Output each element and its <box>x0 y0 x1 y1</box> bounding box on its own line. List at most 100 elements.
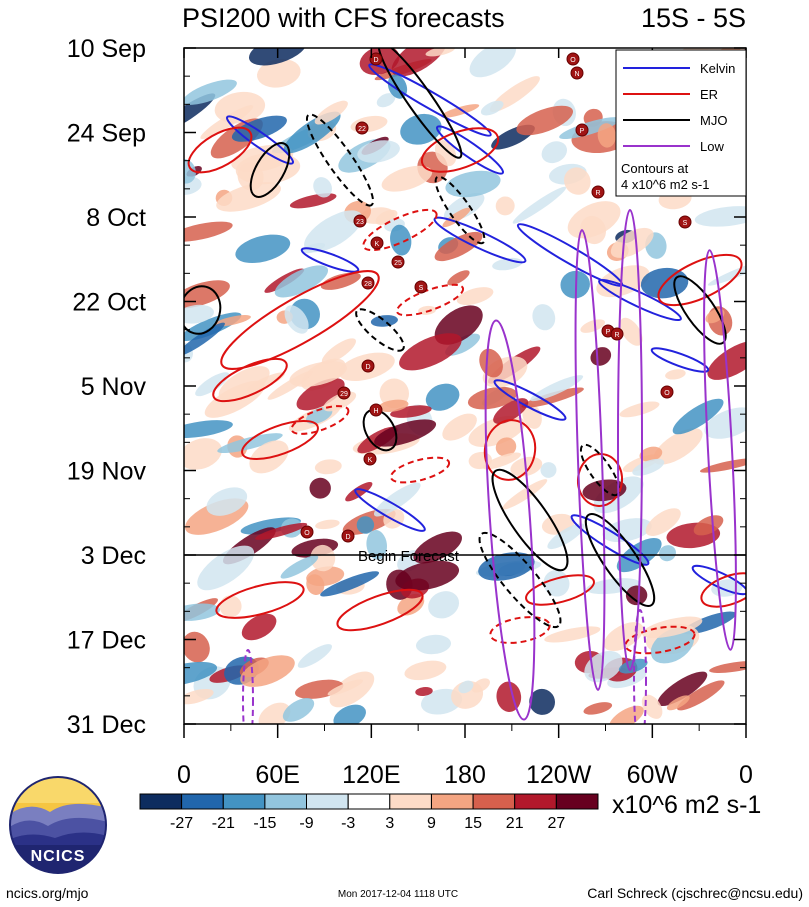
storm-marker-label: P <box>606 329 611 336</box>
shading-blob <box>540 462 557 478</box>
wave-contours <box>184 48 746 724</box>
colorbar-tick-label: 9 <box>427 815 436 832</box>
logo-text: NCICS <box>31 848 86 865</box>
kelvin-contour <box>493 379 567 421</box>
legend-label: Low <box>700 139 724 154</box>
er-contour <box>241 420 319 460</box>
y-tick-label: 5 Nov <box>81 373 147 401</box>
y-tick-label: 24 Sep <box>67 120 146 148</box>
shading-blob <box>495 437 517 457</box>
shading-blob <box>404 660 447 681</box>
legend-label: Kelvin <box>700 61 735 76</box>
chart-title: PSI200 with CFS forecasts <box>182 3 505 33</box>
shading-blob <box>321 338 357 365</box>
shading-blob <box>390 224 412 256</box>
shading-blob <box>184 438 222 470</box>
storm-marker: P <box>575 123 589 137</box>
shading-blob <box>304 210 363 253</box>
shading-blob <box>314 100 348 125</box>
y-tick-label: 8 Oct <box>86 204 146 232</box>
x-tick-label: 60W <box>627 761 679 789</box>
shading-blob <box>370 315 398 327</box>
shading-blob <box>440 104 480 118</box>
er-contour-dashed <box>624 625 696 655</box>
legend-label: MJO <box>700 113 727 128</box>
shading-blob <box>282 697 315 722</box>
shading-blob <box>184 176 202 196</box>
kelvin-contour <box>650 347 710 373</box>
storm-marker-label: P <box>580 128 585 135</box>
colorbar-bin <box>555 793 599 810</box>
er-contour-dashed <box>489 616 551 644</box>
shading-blob <box>563 167 591 195</box>
x-tick-label: 120E <box>342 761 400 789</box>
shading-blob <box>216 182 281 212</box>
storm-marker-label: S <box>419 285 424 292</box>
shading-blob <box>672 398 724 435</box>
y-tick-label: 10 Sep <box>67 35 146 63</box>
kelvin-contour <box>225 115 295 165</box>
shading-blob <box>256 59 301 88</box>
shading-blob <box>666 695 690 711</box>
kelvin-contour <box>598 278 682 322</box>
shading-blob <box>391 48 447 77</box>
x-tick-label: 0 <box>177 761 191 789</box>
storm-marker-label: H <box>373 408 378 415</box>
shading-blob <box>532 304 556 331</box>
colorbar-tick-label: -3 <box>341 815 355 832</box>
shading-blob <box>529 688 555 715</box>
mjo-contour <box>584 513 656 607</box>
shading-blob <box>280 555 319 579</box>
shading-blob <box>559 117 621 140</box>
low-contour <box>574 229 606 691</box>
colorbar-tick-label: 21 <box>506 815 524 832</box>
mjo-contour <box>362 408 398 452</box>
shading-blob <box>583 702 613 715</box>
shading-blob <box>482 452 522 470</box>
storm-marker: R <box>591 185 605 199</box>
shading-blob <box>653 428 703 465</box>
shading-blob <box>590 347 612 366</box>
shading-blob <box>376 93 396 108</box>
storm-marker-label: O <box>664 390 670 397</box>
mjo-contour-dashed <box>579 443 621 497</box>
colorbar-tick-label: -27 <box>170 815 193 832</box>
shading-blob <box>231 144 294 173</box>
shading-blob <box>580 319 606 333</box>
storm-marker: D <box>369 52 383 66</box>
colorbar-bin <box>306 793 349 810</box>
shading-blob <box>195 372 230 397</box>
storm-marker-label: D <box>365 364 370 371</box>
storm-marker: S <box>414 280 428 294</box>
shading-blob <box>495 196 515 216</box>
shading-blob <box>445 170 501 198</box>
shading-blob <box>200 105 254 140</box>
shading-blob <box>345 482 373 502</box>
footer-left: ncics.org/mjo <box>6 885 89 901</box>
storm-marker-label: K <box>368 457 373 464</box>
er-contour-dashed <box>395 283 465 317</box>
storm-marker: O <box>660 385 674 399</box>
shading-blob <box>632 458 665 476</box>
shading-blob <box>399 333 462 371</box>
shading-blob <box>428 591 460 619</box>
shading-blob <box>305 406 333 424</box>
legend-note-line2: 4 x10^6 m2 s-1 <box>621 177 709 192</box>
colorbar-tick-label: 27 <box>548 815 566 832</box>
x-tick-label: 0 <box>739 761 753 789</box>
storm-marker: S <box>678 215 692 229</box>
shading-blob <box>707 340 746 380</box>
shading-blob <box>512 186 567 224</box>
low-contour <box>617 209 643 671</box>
storm-marker-label: 28 <box>364 281 372 288</box>
legend: Kelvin ER MJO Low Contours at 4 x10^6 m2 s-… <box>615 49 747 197</box>
shading-blob <box>254 522 308 540</box>
shading-blob <box>184 603 221 621</box>
storm-marker-label: O <box>570 57 576 64</box>
shading-blob <box>677 680 725 711</box>
shading-blob <box>415 634 452 655</box>
shading-blob <box>240 655 295 687</box>
shading-blob <box>310 544 336 572</box>
storm-marker-label: 25 <box>394 260 402 267</box>
